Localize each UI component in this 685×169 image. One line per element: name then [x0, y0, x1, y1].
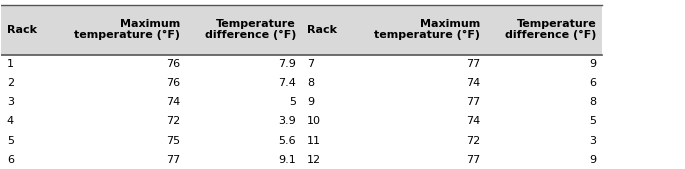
Text: 9: 9	[589, 155, 596, 165]
Text: 3.9: 3.9	[278, 116, 296, 126]
Text: 11: 11	[307, 136, 321, 146]
Text: 77: 77	[166, 155, 180, 165]
Text: 77: 77	[466, 155, 480, 165]
Text: 76: 76	[166, 78, 180, 88]
Bar	[1, 5, 601, 55]
Text: 2: 2	[7, 78, 14, 88]
Text: Rack: Rack	[307, 25, 337, 35]
Text: 8: 8	[589, 97, 596, 107]
Text: 6: 6	[7, 155, 14, 165]
Text: Temperature
difference (°F): Temperature difference (°F)	[205, 19, 296, 41]
Text: 77: 77	[466, 97, 480, 107]
Text: 9.1: 9.1	[278, 155, 296, 165]
Text: Rack: Rack	[7, 25, 37, 35]
Text: 74: 74	[166, 97, 180, 107]
Text: Maximum
temperature (°F): Maximum temperature (°F)	[74, 19, 180, 41]
Text: 4: 4	[7, 116, 14, 126]
Text: 76: 76	[166, 59, 180, 69]
Text: 9: 9	[589, 59, 596, 69]
Text: 7: 7	[307, 59, 314, 69]
Text: 5: 5	[7, 136, 14, 146]
Text: 3: 3	[7, 97, 14, 107]
Text: 10: 10	[307, 116, 321, 126]
Text: 7.4: 7.4	[278, 78, 296, 88]
Text: 75: 75	[166, 136, 180, 146]
Text: 9: 9	[307, 97, 314, 107]
Text: 74: 74	[466, 78, 480, 88]
Text: 72: 72	[466, 136, 480, 146]
Text: 77: 77	[466, 59, 480, 69]
Text: 12: 12	[307, 155, 321, 165]
Text: Maximum
temperature (°F): Maximum temperature (°F)	[374, 19, 480, 41]
Text: 7.9: 7.9	[278, 59, 296, 69]
Text: 5: 5	[289, 97, 296, 107]
Text: 74: 74	[466, 116, 480, 126]
Text: 8: 8	[307, 78, 314, 88]
Text: 5.6: 5.6	[279, 136, 296, 146]
Text: 3: 3	[589, 136, 596, 146]
Text: 5: 5	[589, 116, 596, 126]
Text: Temperature
difference (°F): Temperature difference (°F)	[505, 19, 596, 41]
Text: 1: 1	[7, 59, 14, 69]
Text: 72: 72	[166, 116, 180, 126]
Text: 6: 6	[589, 78, 596, 88]
